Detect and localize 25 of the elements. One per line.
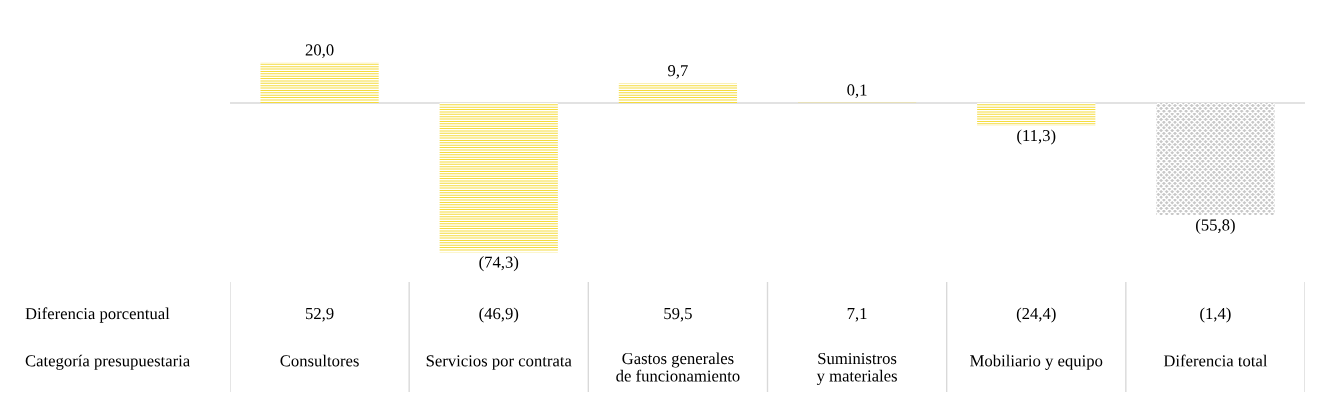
- data-label: (11,3): [1017, 129, 1056, 145]
- text: (1,4): [1200, 307, 1231, 323]
- x-tick-label: Mobiliario y equipo: [970, 354, 1103, 370]
- data-label: 20,0: [305, 44, 334, 58]
- data-label: 0,1: [847, 84, 867, 98]
- bar: [1156, 102, 1275, 216]
- text: Categoría presupuestaria: [25, 354, 190, 370]
- text: 7,1: [847, 308, 867, 322]
- text: 52,9: [305, 307, 334, 322]
- text: Diferencia porcentual: [25, 307, 170, 323]
- bar: [260, 62, 379, 103]
- x-tick-label: Servicios por contrata: [426, 355, 572, 370]
- data-label: (55,8): [1196, 218, 1235, 234]
- text: (24,4): [1016, 307, 1056, 323]
- text: (46,9): [479, 307, 519, 323]
- x-tick-label: Suministros y materiales: [816, 352, 897, 385]
- bar: [618, 83, 738, 103]
- bar: [977, 102, 1096, 126]
- x-tick-label: Gastos generales de funcionamiento: [616, 352, 740, 382]
- data-label: 9,7: [668, 65, 688, 79]
- bar: [439, 102, 558, 253]
- data-label: (74,3): [479, 256, 519, 272]
- x-tick-label: Diferencia total: [1163, 354, 1268, 367]
- x-tick-label: Consultores: [280, 354, 359, 367]
- text: 59,5: [664, 307, 692, 322]
